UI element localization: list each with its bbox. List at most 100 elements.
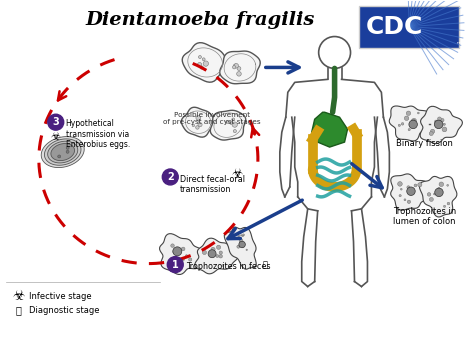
Circle shape	[200, 66, 203, 69]
Circle shape	[239, 241, 246, 248]
Circle shape	[429, 197, 433, 202]
Circle shape	[447, 184, 448, 186]
Polygon shape	[420, 106, 463, 144]
Circle shape	[202, 58, 205, 61]
Polygon shape	[51, 144, 74, 161]
Text: Possible involvement
of pre-cyst and cyst stages: Possible involvement of pre-cyst and cys…	[163, 112, 261, 125]
Circle shape	[398, 182, 402, 186]
Text: 3: 3	[52, 117, 59, 127]
Circle shape	[196, 116, 201, 120]
Circle shape	[429, 131, 433, 135]
Polygon shape	[48, 141, 78, 163]
Circle shape	[439, 182, 444, 187]
Circle shape	[171, 244, 174, 247]
Polygon shape	[160, 234, 205, 274]
Circle shape	[418, 112, 419, 114]
Circle shape	[174, 260, 176, 263]
Circle shape	[233, 66, 236, 69]
Polygon shape	[182, 107, 215, 137]
Circle shape	[409, 120, 418, 129]
Circle shape	[182, 258, 184, 261]
Circle shape	[211, 247, 215, 251]
Circle shape	[246, 249, 247, 250]
Circle shape	[444, 205, 446, 207]
Circle shape	[443, 123, 446, 125]
Circle shape	[192, 124, 194, 127]
Circle shape	[398, 124, 401, 126]
Polygon shape	[312, 112, 347, 147]
Circle shape	[239, 239, 243, 243]
Circle shape	[189, 258, 192, 261]
Circle shape	[222, 265, 224, 266]
Circle shape	[404, 199, 406, 201]
Circle shape	[197, 118, 201, 121]
Circle shape	[219, 251, 222, 254]
Polygon shape	[45, 139, 81, 165]
Circle shape	[196, 126, 199, 129]
Text: 1: 1	[172, 259, 179, 270]
Circle shape	[202, 250, 207, 254]
Circle shape	[210, 253, 213, 256]
Circle shape	[199, 56, 201, 59]
Circle shape	[234, 64, 238, 68]
Circle shape	[167, 257, 183, 273]
Circle shape	[216, 254, 219, 257]
Circle shape	[58, 155, 61, 158]
Circle shape	[198, 62, 202, 67]
Circle shape	[173, 257, 175, 259]
Text: Infective stage: Infective stage	[29, 292, 91, 301]
Circle shape	[407, 187, 415, 195]
Text: ☣: ☣	[51, 132, 61, 142]
Circle shape	[412, 118, 417, 123]
Circle shape	[237, 71, 241, 76]
Circle shape	[427, 193, 431, 196]
Circle shape	[438, 187, 440, 190]
Circle shape	[407, 200, 410, 204]
Circle shape	[182, 247, 185, 251]
Circle shape	[414, 184, 417, 187]
Text: Trophozoites in feces: Trophozoites in feces	[186, 262, 271, 271]
Circle shape	[233, 129, 237, 133]
Polygon shape	[419, 176, 457, 217]
Circle shape	[401, 123, 404, 125]
Text: CDC: CDC	[365, 14, 423, 39]
Circle shape	[198, 123, 202, 127]
Circle shape	[404, 116, 409, 121]
Circle shape	[411, 119, 415, 123]
Polygon shape	[220, 51, 260, 84]
Circle shape	[232, 122, 237, 127]
Text: 🐾: 🐾	[263, 260, 267, 269]
Circle shape	[238, 235, 240, 237]
Circle shape	[418, 183, 422, 187]
Circle shape	[406, 111, 410, 116]
Text: 🐾: 🐾	[16, 305, 22, 315]
Circle shape	[66, 150, 69, 153]
Circle shape	[434, 193, 435, 195]
Circle shape	[237, 245, 240, 248]
Circle shape	[399, 194, 401, 197]
Circle shape	[237, 67, 241, 70]
Polygon shape	[210, 110, 246, 140]
Circle shape	[173, 247, 182, 256]
Circle shape	[241, 235, 242, 236]
Circle shape	[243, 234, 245, 236]
Polygon shape	[391, 174, 432, 210]
Circle shape	[173, 250, 177, 254]
Circle shape	[401, 188, 402, 190]
Circle shape	[242, 246, 243, 247]
Polygon shape	[182, 43, 228, 82]
Circle shape	[48, 114, 64, 130]
Polygon shape	[224, 227, 256, 269]
Text: 2: 2	[167, 172, 173, 182]
Circle shape	[242, 235, 244, 237]
Circle shape	[233, 64, 237, 68]
Text: ☣: ☣	[13, 289, 25, 304]
Circle shape	[441, 118, 444, 122]
Circle shape	[66, 146, 69, 149]
Bar	[359, 6, 459, 48]
Circle shape	[219, 254, 222, 258]
Circle shape	[162, 169, 178, 185]
Text: Diagnostic stage: Diagnostic stage	[29, 306, 100, 315]
Circle shape	[434, 120, 443, 129]
Polygon shape	[389, 106, 430, 141]
